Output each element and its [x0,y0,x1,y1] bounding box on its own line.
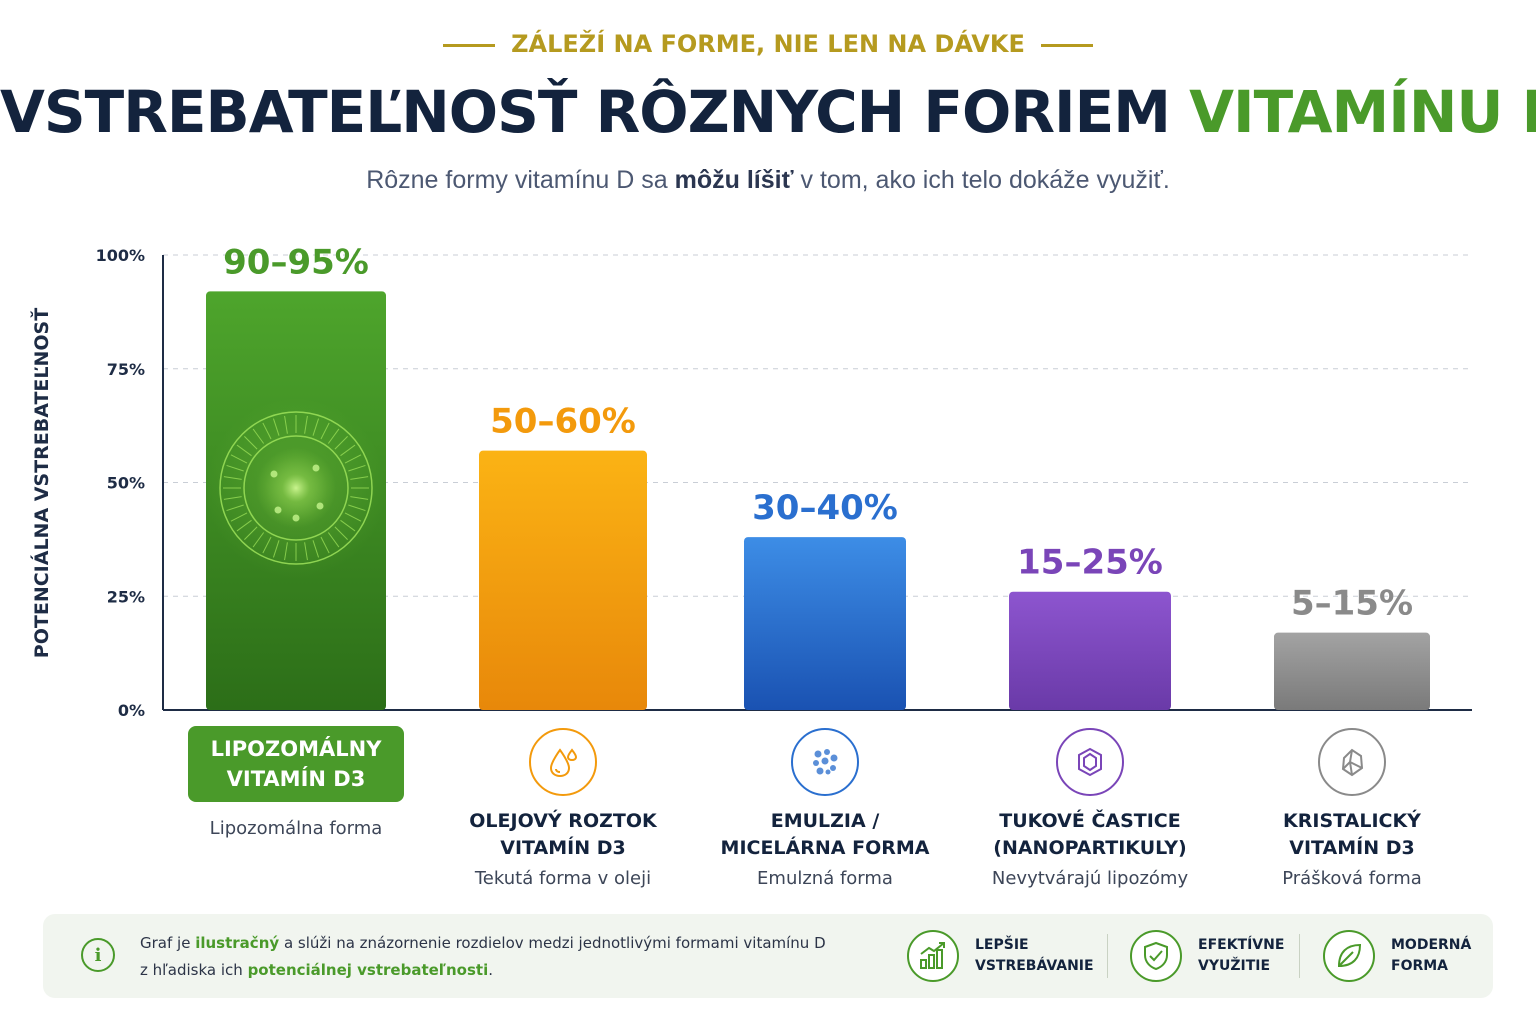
category-name-line1: TUKOVÉ ČASTICE [999,810,1181,832]
feature-1-line2: VSTREBÁVANIE [975,958,1094,974]
feature-1-line1: LEPŠIE [975,937,1029,953]
feature-better-absorption: LEPŠIE VSTREBÁVANIE [907,928,1095,984]
category-name-line2: VITAMÍN D3 [226,767,366,791]
category-name: EMULZIA / MICELÁRNA FORMA [695,808,955,862]
highlight-badge: LIPOZOMÁLNY VITAMÍN D3 [188,726,404,802]
page-title: VSTREBATEĽNOSŤ RÔZNYCH FORIEM VITAMÍNU D… [0,78,1536,146]
category-name-line2: VITAMÍN D3 [500,837,626,859]
footer-divider-1 [1107,934,1108,978]
footer-panel: i Graf je ilustračný a slúži na znázorne… [43,914,1493,998]
category-desc: Emulzná forma [757,868,893,889]
bar-5 [1274,632,1430,710]
eyebrow-right-line [1040,43,1093,47]
category-4: TUKOVÉ ČASTICE (NANOPARTIKULY) Nevytvárajú… [960,728,1220,889]
feature-3-line1: MODERNÁ [1391,937,1472,953]
category-name: TUKOVÉ ČASTICE (NANOPARTIKULY) [960,808,1220,862]
subtitle-bold: môžu líšiť [674,166,794,194]
subtitle: Rôzne formy vitamínu D sa môžu líšiť v t… [0,166,1536,195]
feature-modern-form: MODERNÁ FORMA [1323,928,1511,984]
title-highlight: VITAMÍNU D3 [1189,78,1536,146]
category-3: EMULZIA / MICELÁRNA FORMA Emulzná forma [695,728,955,889]
hexagon-icon [1056,728,1124,796]
y-tick-label: 75% [107,360,145,379]
feature-2-line2: VYUŽITIE [1198,958,1271,974]
y-tick-label: 0% [118,701,145,720]
note-part-1: Graf je [140,934,191,952]
category-name-line2: MICELÁRNA FORMA [720,837,930,859]
oil-drop-icon [529,728,597,796]
micelle-dots-icon [791,728,859,796]
category-5: KRISTALICKÝ VITAMÍN D3 Prášková forma [1222,728,1482,889]
category-name-line1: EMULZIA / [770,810,880,832]
data-label-5: 5–15% [1291,584,1413,624]
note-part-2: ilustračný [195,934,280,952]
crystal-icon [1318,728,1386,796]
category-name-line2: VITAMÍN D3 [1289,837,1415,859]
title-main: VSTREBATEĽNOSŤ RÔZNYCH FORIEM [0,78,1171,146]
info-icon: i [81,938,115,972]
category-2: OLEJOVÝ ROZTOK VITAMÍN D3 Tekutá forma v o… [433,728,693,889]
eyebrow-left-line [443,43,496,47]
note-part-4: z hľadiska ich [140,961,243,979]
category-name: KRISTALICKÝ VITAMÍN D3 [1222,808,1482,862]
category-name: OLEJOVÝ ROZTOK VITAMÍN D3 [433,808,693,862]
category-desc: Tekutá forma v oleji [474,868,652,889]
shield-check-icon [1130,930,1182,982]
data-label-2: 50–60% [490,402,636,442]
eyebrow-tagline: ZÁLEŽÍ NA FORME, NIE LEN NA DÁVKE [0,30,1536,58]
category-1: LIPOZOMÁLNY VITAMÍN D3 Lipozomálna forma [166,726,426,839]
category-desc: Prášková forma [1282,868,1422,889]
bar-4 [1009,591,1171,710]
subtitle-post: v tom, ako ich telo dokáže využiť. [800,166,1170,194]
note-part-6: . [488,961,493,979]
note-part-3: a slúži na znázornenie rozdielov medzi j… [283,934,826,952]
y-tick-label: 50% [107,474,145,493]
category-name-line2: (NANOPARTIKULY) [993,837,1187,859]
footer-note: Graf je ilustračný a slúži na znázorneni… [140,930,900,984]
footer-divider-2 [1299,934,1300,978]
subtitle-pre: Rôzne formy vitamínu D sa [366,166,668,194]
category-name-line1: KRISTALICKÝ [1283,810,1421,832]
note-part-5: potenciálnej vstrebateľnosti [247,961,489,979]
feature-3-line2: FORMA [1391,958,1449,974]
liposome-illustration [206,398,386,578]
category-desc: Nevytvárajú lipozómy [991,868,1189,889]
y-tick-label: 25% [107,587,145,606]
category-name-line1: OLEJOVÝ ROZTOK [469,810,657,832]
category-desc: Lipozomálna forma [209,818,383,839]
category-name-line1: LIPOZOMÁLNY [210,737,382,761]
eyebrow-text: ZÁLEŽÍ NA FORME, NIE LEN NA DÁVKE [511,30,1025,58]
growth-chart-icon [907,930,959,982]
data-label-1: 90–95% [223,242,369,282]
bar-2 [479,450,647,710]
data-label-4: 15–25% [1017,543,1163,583]
feature-effective-use: EFEKTÍVNE VYUŽITIE [1130,928,1318,984]
bar-chart: 0% 25% 50% 75% 100% 90–95% 50–60% 30–40% 15–25% 5… [96,242,1472,720]
y-tick-label: 100% [96,246,145,265]
feature-2-line1: EFEKTÍVNE [1198,937,1285,953]
data-label-3: 30–40% [752,488,898,528]
bar-3 [744,537,906,710]
leaf-icon [1323,930,1375,982]
